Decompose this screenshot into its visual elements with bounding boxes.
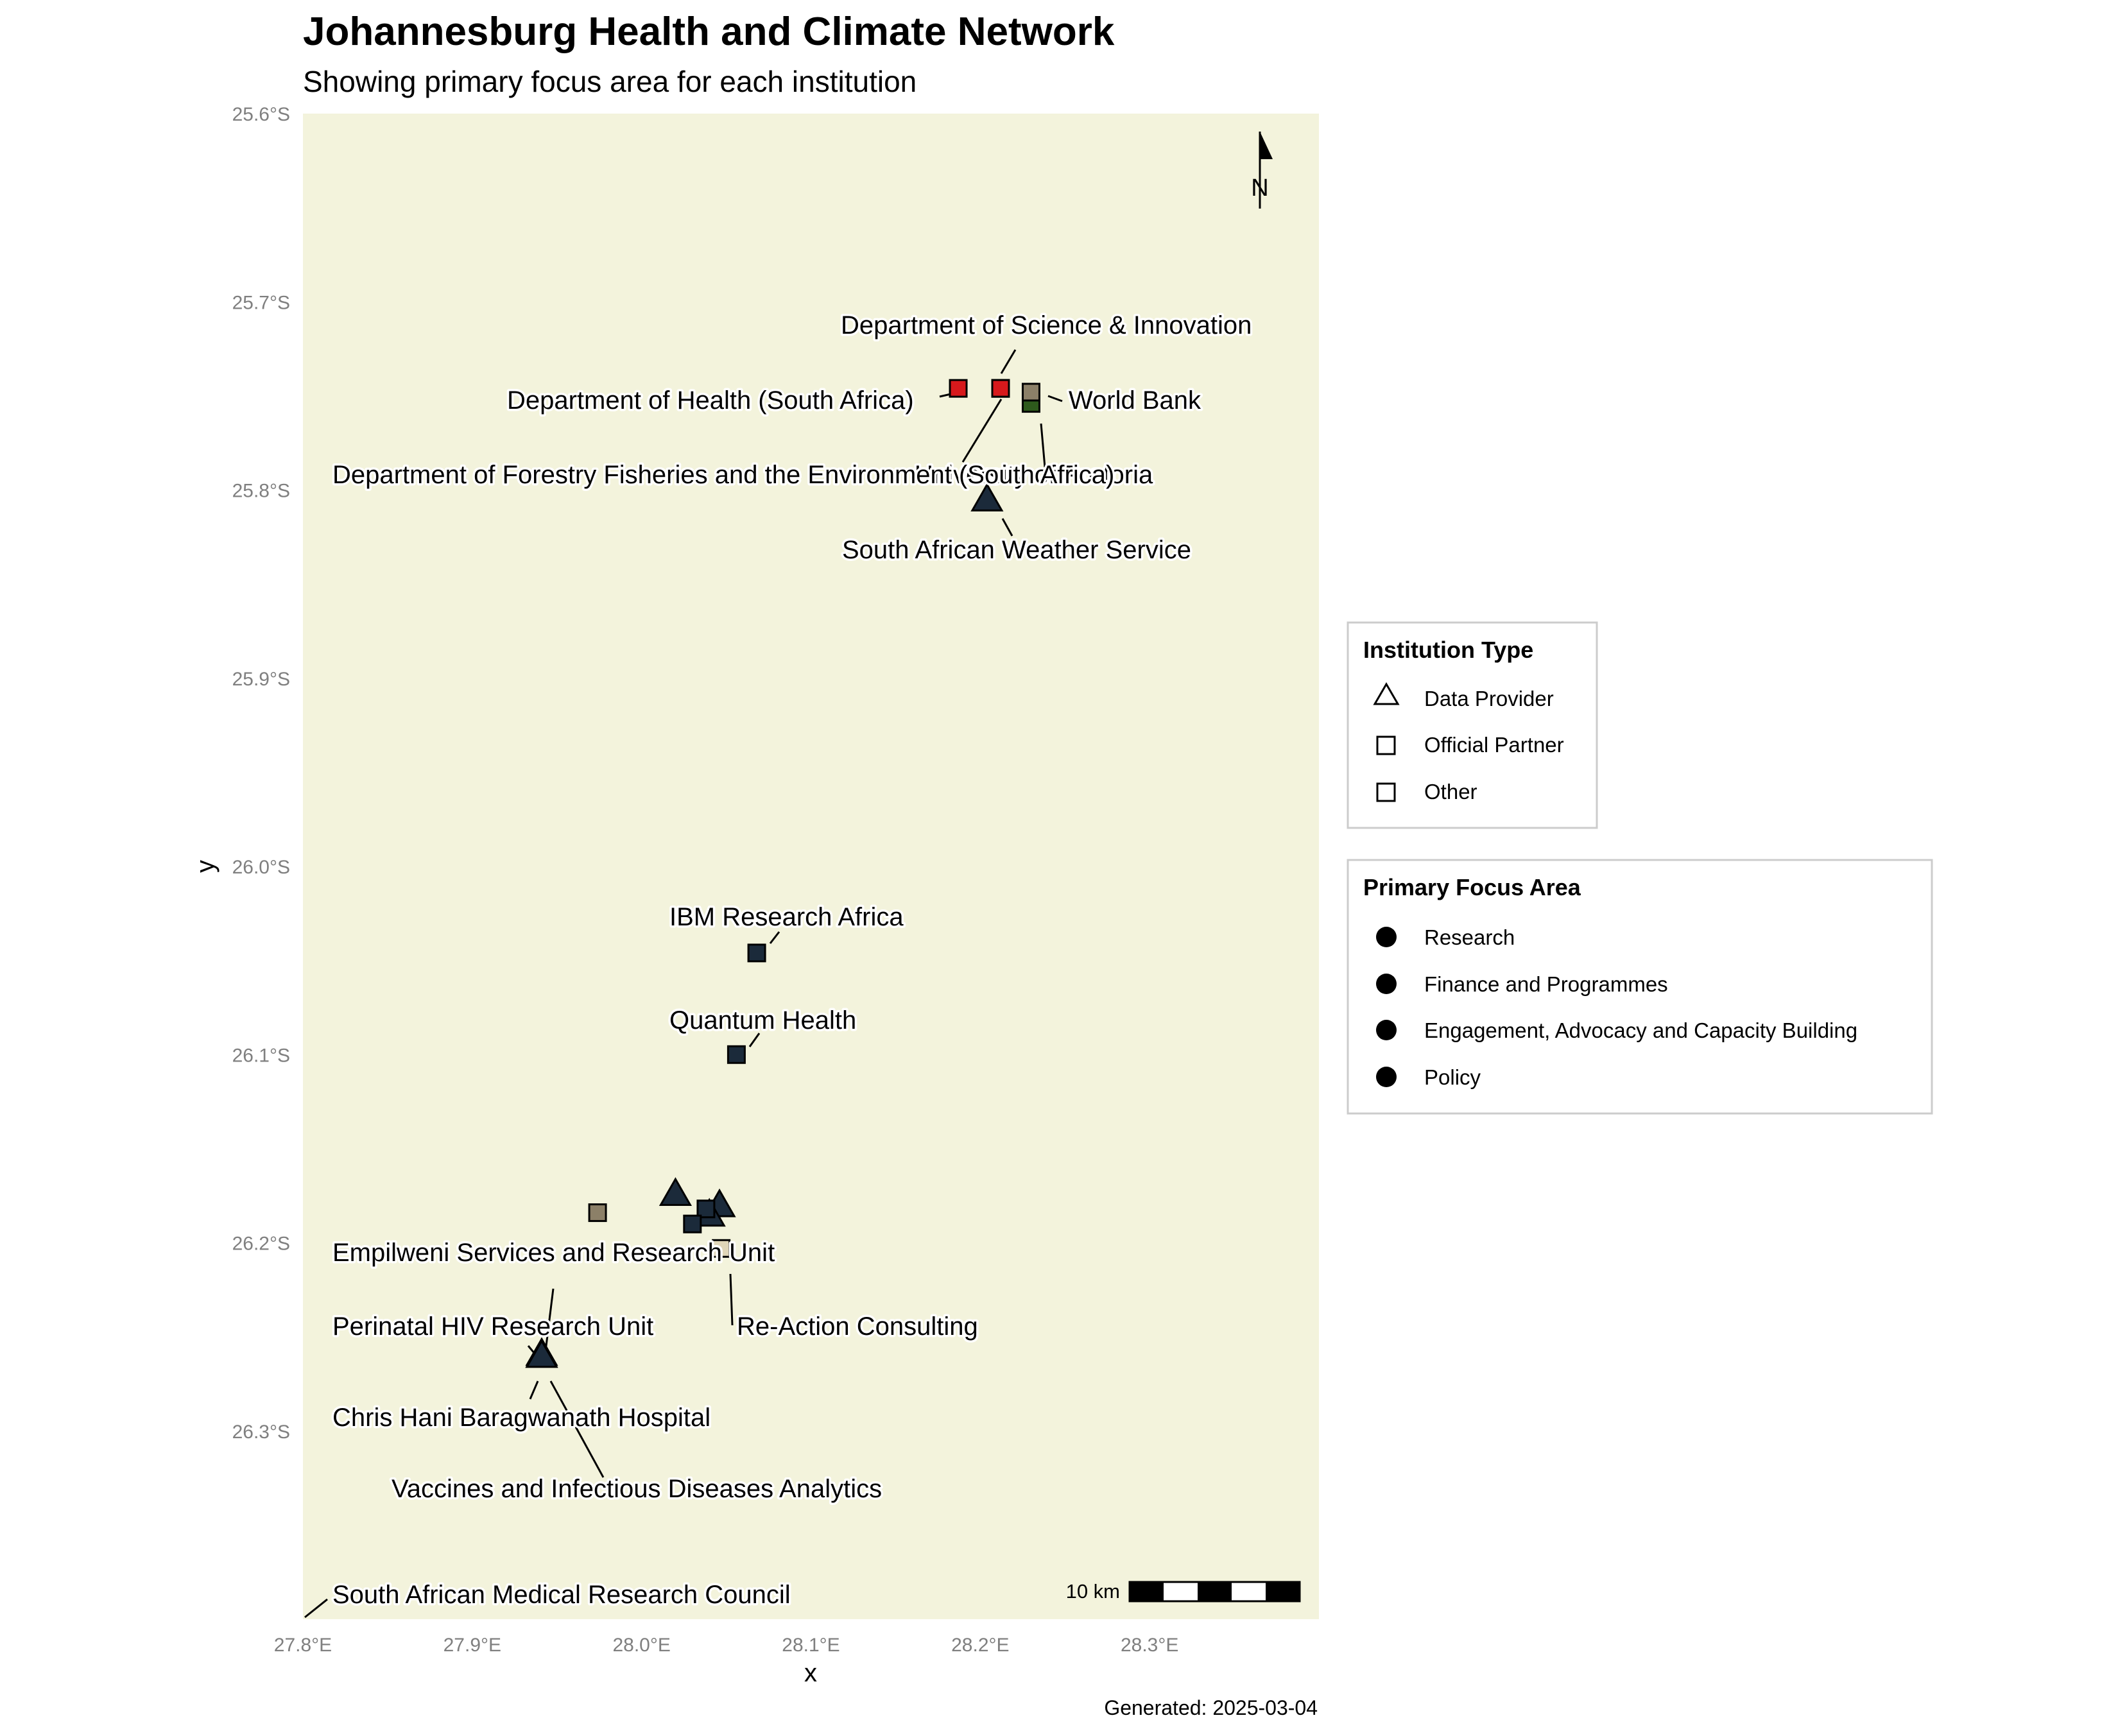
institution-marker[interactable]: [727, 1045, 746, 1064]
institution-label: Quantum Health: [669, 1006, 856, 1035]
institution-label: World Bank: [1069, 386, 1201, 415]
legend-title: Institution Type: [1363, 637, 1533, 663]
label-leader-line: [748, 1033, 761, 1047]
north-arrow-label: N: [1251, 175, 1268, 202]
institution-marker[interactable]: [696, 1199, 716, 1219]
x-axis-ticks: 27.8°E 27.9°E 28.0°E 28.1°E 28.2°E 28.3°E: [274, 1635, 1179, 1656]
legend-box: [1347, 859, 1933, 1115]
y-tick-label: 26.2°S: [232, 1233, 290, 1255]
scale-bar-segment: [1198, 1582, 1232, 1601]
legend-label: Policy: [1424, 1065, 1481, 1089]
scale-bar-label: 10 km: [1066, 1580, 1120, 1603]
legend-key-dot: [1376, 1020, 1397, 1040]
institution-label: Department of Health (South Africa): [507, 386, 914, 415]
institution-marker[interactable]: [588, 1203, 607, 1223]
y-tick-label: 26.0°S: [232, 857, 290, 878]
label-leader-line: [1040, 423, 1046, 468]
map-panel: [303, 114, 1319, 1619]
institution-label: Perinatal HIV Research Unit: [332, 1312, 653, 1341]
north-arrow-icon: N: [1251, 132, 1273, 209]
x-tick-label: 28.2°E: [951, 1635, 1009, 1656]
scale-bar-segment: [1130, 1582, 1164, 1601]
legend-focus-area: Primary Focus Area Research Finance and …: [1347, 859, 1933, 1115]
map-title: Johannesburg Health and Climate Network: [303, 10, 1115, 54]
y-axis-title: y: [191, 860, 220, 873]
institution-label: University of Pretoria: [915, 461, 1153, 489]
y-tick-label: 26.3°S: [232, 1422, 290, 1443]
legend-key-dot: [1376, 927, 1397, 947]
label-leader-line: [769, 931, 780, 944]
label-leader-line: [544, 1288, 555, 1352]
map-subtitle: Showing primary focus area for each inst…: [303, 65, 917, 98]
institution-marker[interactable]: [1021, 382, 1040, 402]
institution-label: South African Medical Research Council: [332, 1581, 791, 1609]
y-tick-label: 26.1°S: [232, 1045, 290, 1066]
legend-key-dot: [1376, 1067, 1397, 1087]
scale-bar-segment: [1266, 1582, 1300, 1601]
legend-key-dot: [1376, 974, 1397, 994]
institution-label: IBM Research Africa: [669, 903, 904, 931]
institution-label: South African Weather Service: [842, 536, 1191, 564]
x-tick-label: 28.0°E: [612, 1635, 670, 1656]
x-axis-title: x: [804, 1659, 817, 1687]
legend-title: Primary Focus Area: [1363, 874, 1581, 900]
scale-bar: 10 km: [1066, 1580, 1301, 1603]
institution-marker[interactable]: [747, 943, 766, 963]
institution-labels: Department of Science & Innovation Depart…: [331, 309, 1254, 1611]
y-axis-ticks: 25.6°S 25.7°S 25.8°S 25.9°S 26.0°S 26.1°S 26.2…: [232, 104, 290, 1443]
legend-label: Data Provider: [1424, 687, 1554, 710]
label-leader-line: [729, 1273, 734, 1326]
legend-label: Engagement, Advocacy and Capacity Buildi…: [1424, 1018, 1857, 1042]
institution-markers: [525, 379, 1040, 1368]
legend-label: Finance and Programmes: [1424, 972, 1668, 996]
y-tick-label: 25.6°S: [232, 104, 290, 125]
label-leader-line: [304, 1598, 328, 1619]
label-leader-line: [1047, 395, 1063, 402]
label-leader-line: [549, 1380, 605, 1478]
label-leader-line: [1001, 518, 1013, 537]
institution-marker[interactable]: [970, 483, 1004, 511]
y-tick-label: 25.8°S: [232, 481, 290, 502]
institution-marker[interactable]: [991, 379, 1010, 398]
x-tick-label: 27.9°E: [443, 1635, 501, 1656]
label-leader-line: [961, 399, 1003, 463]
y-tick-label: 25.7°S: [232, 292, 290, 313]
y-tick-label: 25.9°S: [232, 669, 290, 690]
institution-label: Empilweni Services and Research Unit: [332, 1239, 775, 1267]
institution-marker[interactable]: [525, 1339, 558, 1368]
legend-label: Research: [1424, 925, 1515, 949]
legend-key-square: [1376, 782, 1396, 802]
institution-label: Department of Science & Innovation: [841, 311, 1252, 339]
legend-institution-type: Institution Type Data Provider Official …: [1347, 621, 1598, 829]
legend-label: Other: [1424, 780, 1477, 804]
institution-marker[interactable]: [949, 379, 968, 398]
label-leader-line: [1000, 349, 1017, 374]
x-tick-label: 27.8°E: [274, 1635, 332, 1656]
institution-marker[interactable]: [712, 1239, 731, 1258]
x-tick-label: 28.3°E: [1121, 1635, 1178, 1656]
legend-key-triangle: [1373, 682, 1400, 705]
institution-marker[interactable]: [659, 1177, 693, 1207]
legend-box: [1347, 621, 1598, 829]
institution-label: Vaccines and Infectious Diseases Analyti…: [392, 1475, 882, 1503]
legend-key-square: [1376, 735, 1396, 755]
x-tick-label: 28.1°E: [782, 1635, 839, 1656]
institution-label: Re-Action Consulting: [737, 1312, 978, 1341]
institution-label: Department of Forestry Fisheries and the…: [332, 461, 1114, 489]
label-leader-line: [529, 1380, 539, 1400]
institution-label: Chris Hani Baragwanath Hospital: [332, 1404, 710, 1432]
institution-marker[interactable]: [683, 1214, 702, 1233]
caption: Generated: 2025-03-04: [1104, 1696, 1318, 1719]
legend-label: Official Partner: [1424, 733, 1564, 757]
